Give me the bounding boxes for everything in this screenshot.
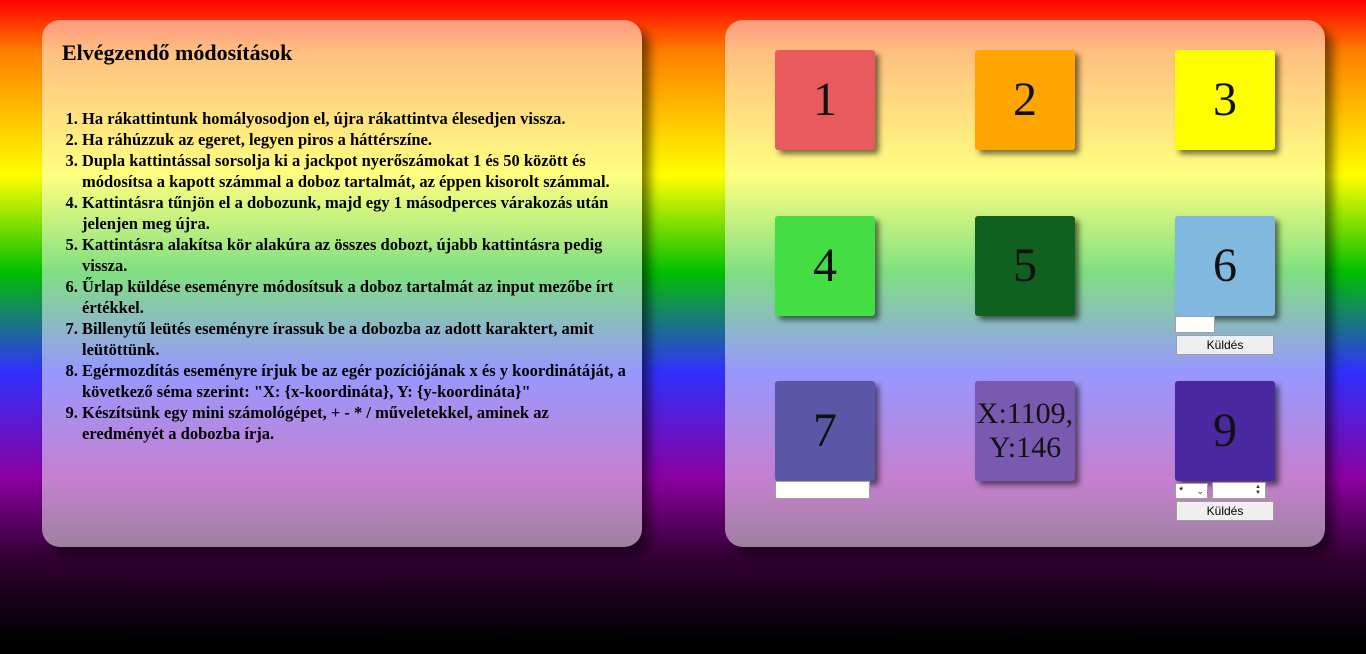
box-7-key-input[interactable]	[775, 481, 870, 499]
box-7-keypress-target[interactable]: 7	[775, 381, 875, 481]
box-2-hover-red[interactable]: 2	[975, 50, 1075, 150]
spinner-arrows-icon[interactable]: ▲ ▼	[1255, 484, 1261, 496]
task-item: Dupla kattintással sorsolja ki a jackpot…	[82, 150, 627, 192]
task-item: Billenytű leütés eseményre írassuk be a …	[82, 318, 627, 360]
box-6-text-input[interactable]	[1175, 316, 1215, 333]
task-item: Kattintásra alakítsa kör alakúra az össz…	[82, 234, 627, 276]
box-6-form-target[interactable]: 6	[1175, 216, 1275, 316]
task-item: Ha rákattintunk homályosodjon el, újra r…	[82, 108, 627, 129]
box-3-jackpot[interactable]: 3	[1175, 50, 1275, 150]
box-9-submit-button[interactable]: Küldés	[1176, 501, 1274, 521]
box-1-blur-toggle[interactable]: 1	[775, 50, 875, 150]
box-5-round-toggle[interactable]: 5	[975, 216, 1075, 316]
task-item: Űrlap küldése eseményre módosítsuk a dob…	[82, 276, 627, 318]
box-9-calculator-result[interactable]: 9	[1175, 381, 1275, 481]
tasks-title: Elvégzendő módosítások	[62, 40, 293, 65]
task-item: Kattintásra tűnjön el a dobozunk, majd e…	[82, 192, 627, 234]
boxes-panel: 1 2 3 4 5 6 Küldés 7 X:1109, Y:146 9 * ⌄…	[725, 20, 1325, 547]
box-9-number-input[interactable]: ▲ ▼	[1212, 482, 1266, 499]
task-item: Ha ráhúzzuk az egeret, legyen piros a há…	[82, 129, 627, 150]
operator-value: *	[1179, 485, 1184, 497]
box-6-submit-button[interactable]: Küldés	[1176, 335, 1274, 355]
tasks-panel: Elvégzendő módosítások Ha rákattintunk h…	[42, 20, 642, 547]
box-9-operator-select[interactable]: * ⌄	[1175, 483, 1208, 499]
task-item: Készítsünk egy mini számológépet, + - * …	[82, 402, 627, 444]
tasks-list: Ha rákattintunk homályosodjon el, újra r…	[62, 108, 627, 444]
task-item: Egérmozdítás eseményre írjuk be az egér …	[82, 360, 627, 402]
box-4-hide-show[interactable]: 4	[775, 216, 875, 316]
chevron-down-icon: ⌄	[1196, 485, 1204, 496]
box-8-mouse-coordinates[interactable]: X:1109, Y:146	[975, 381, 1075, 481]
